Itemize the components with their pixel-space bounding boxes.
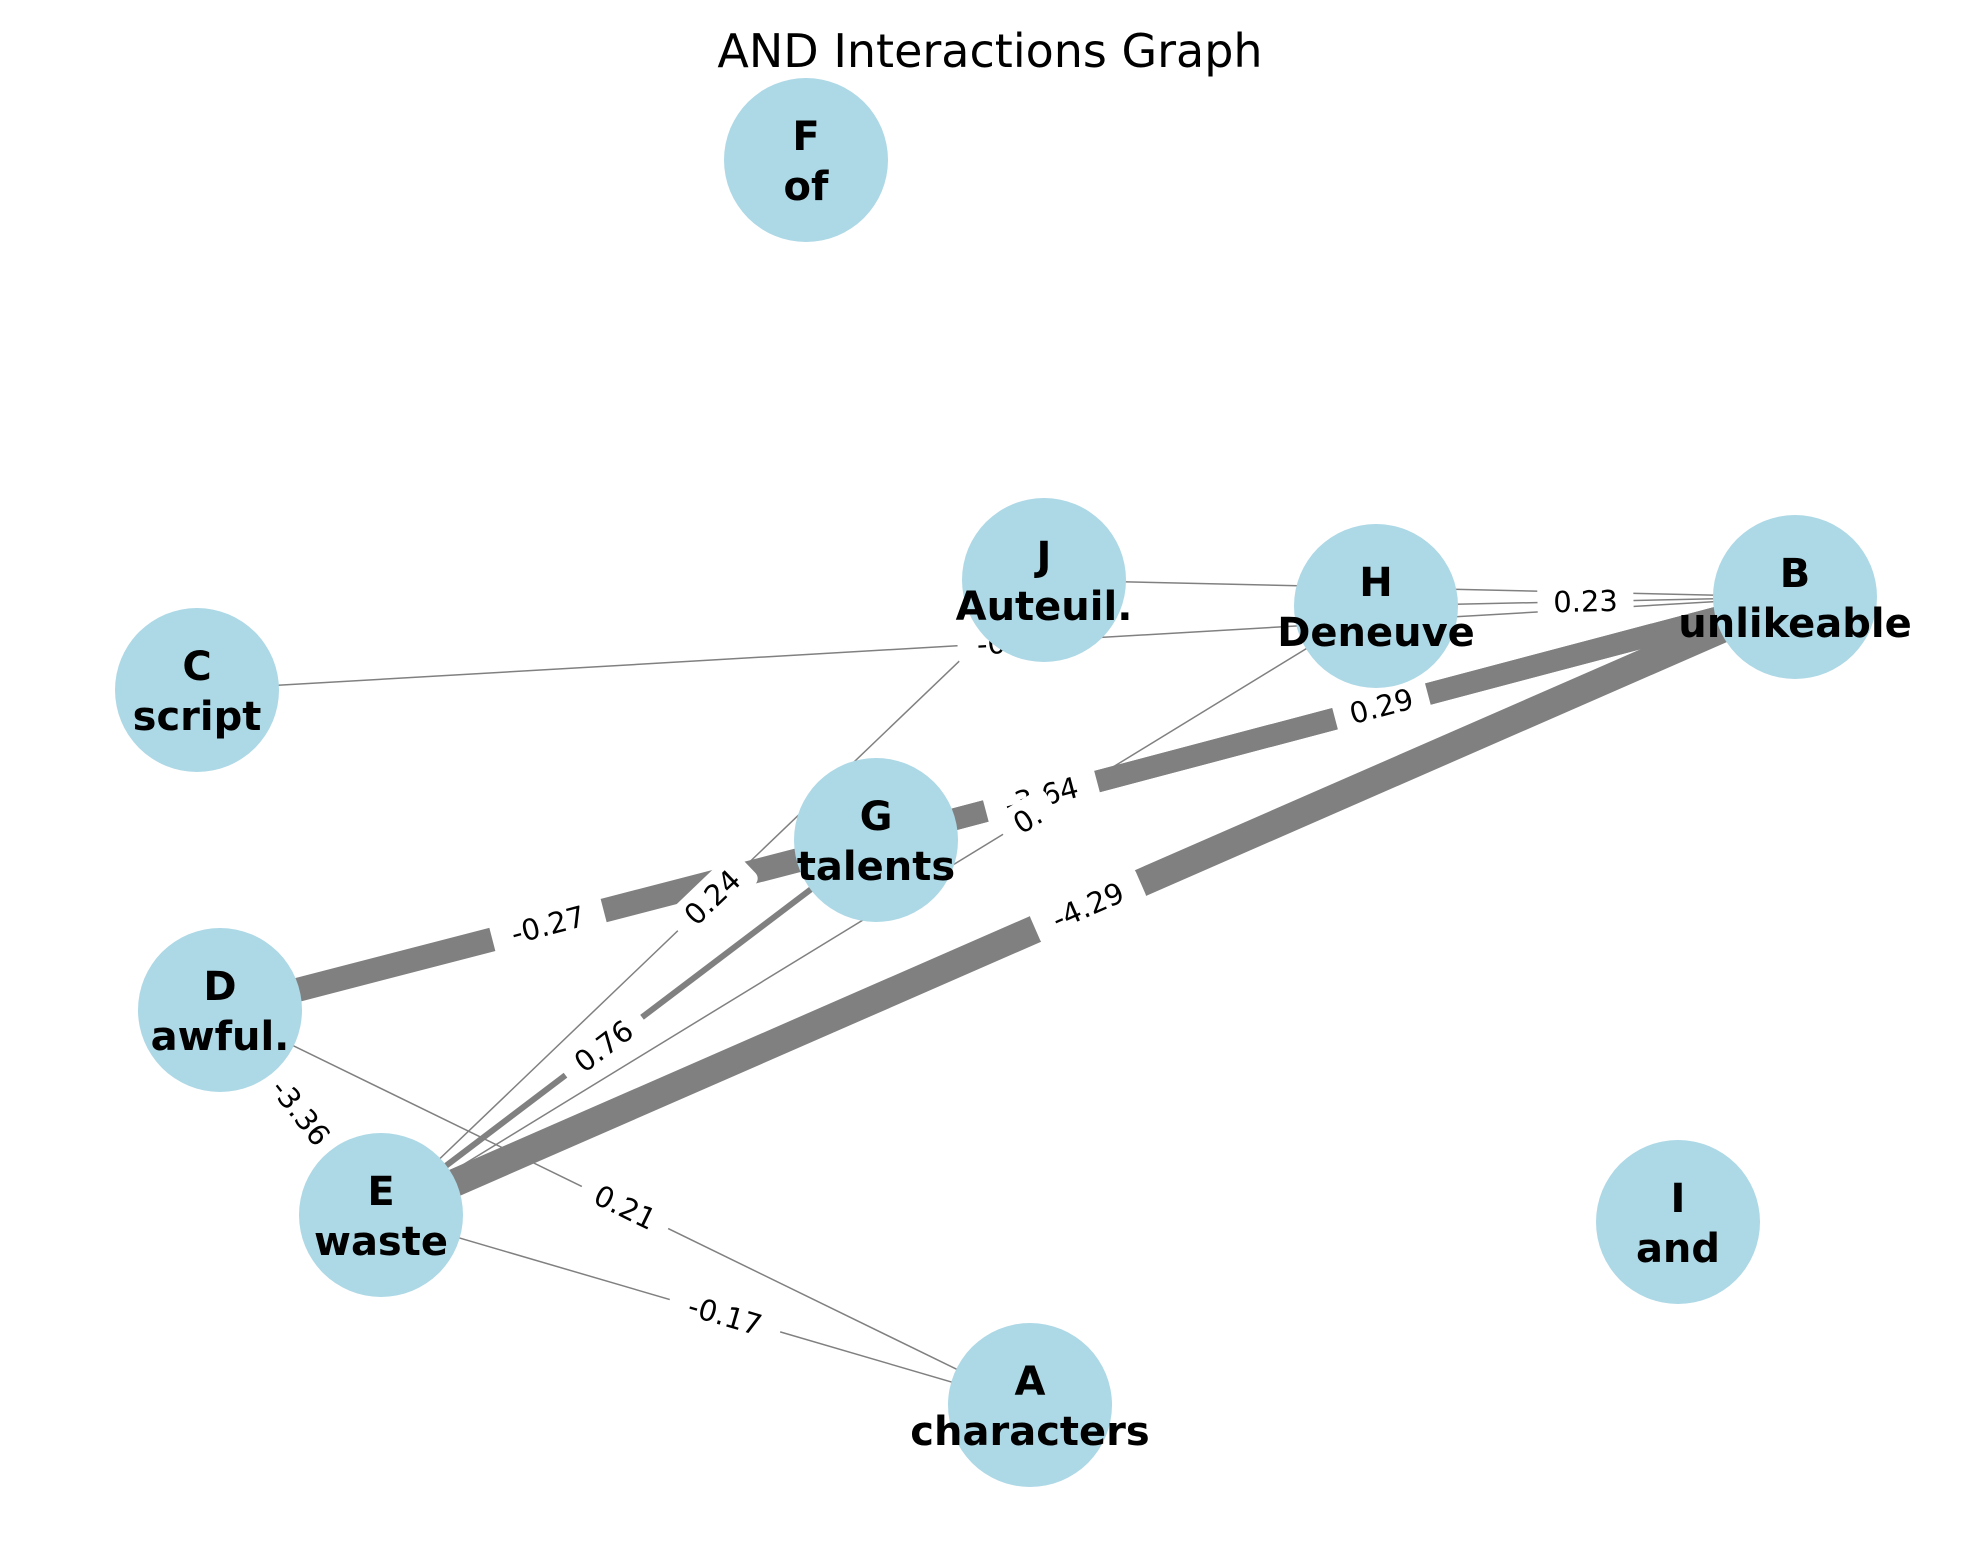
node-word-label: talents <box>797 844 955 890</box>
edge-label-background <box>489 892 607 958</box>
edge-label: 0.23 <box>1553 584 1618 619</box>
node-circle <box>1713 515 1877 679</box>
node-circle <box>1596 1140 1760 1304</box>
node-word-label: and <box>1636 1226 1720 1272</box>
edge-label-group: 0. <box>995 789 1060 849</box>
node-circle <box>138 928 302 1092</box>
edge-label-group: -0.27 <box>489 892 607 958</box>
node-id-label: I <box>1671 1176 1686 1222</box>
edge-label: 0.29 <box>1346 682 1417 731</box>
node-word-label: Auteuil. <box>956 584 1133 630</box>
node-id-label: E <box>367 1169 394 1215</box>
edge-label-group: 0.21 <box>575 1171 675 1244</box>
node-id-label: B <box>1780 551 1811 597</box>
node-word-label: Deneuve <box>1277 610 1475 656</box>
node-word-label: of <box>784 164 829 210</box>
node-word-label: script <box>133 694 262 740</box>
graph-title: AND Interactions Graph <box>717 24 1262 78</box>
edge-label-group: 0.76 <box>556 1004 651 1088</box>
node-circle <box>962 498 1126 662</box>
node-circle <box>948 1323 1112 1487</box>
edge-label-background <box>252 1058 349 1167</box>
edge-label-group: -0.17 <box>666 1282 784 1350</box>
edge-label-background <box>556 1004 651 1088</box>
node-word-label: awful. <box>151 1014 290 1060</box>
edge-label-group: -4.29 <box>1029 867 1147 945</box>
node-circle <box>1294 524 1458 688</box>
edge-label-background <box>995 789 1060 849</box>
node-circle <box>794 758 958 922</box>
node-id-label: C <box>182 644 211 690</box>
edge-label-background <box>1029 867 1147 945</box>
node-circle <box>115 608 279 772</box>
node-id-label: A <box>1015 1359 1046 1405</box>
node-circle <box>724 78 888 242</box>
node-F: Fof <box>724 78 888 242</box>
edge-label-background <box>575 1171 675 1244</box>
edge-label-background <box>1331 676 1432 737</box>
edge-label-background <box>667 853 758 942</box>
edge-label-background <box>666 1282 784 1350</box>
node-id-label: F <box>792 114 819 160</box>
edges-layer <box>196 579 1801 1406</box>
node-circle <box>299 1133 463 1297</box>
node-id-label: H <box>1359 560 1392 606</box>
edge-label-background <box>1537 580 1634 623</box>
node-id-label: D <box>203 964 236 1010</box>
node-word-label: characters <box>910 1409 1149 1455</box>
node-id-label: G <box>860 794 893 840</box>
node-word-label: unlikeable <box>1678 601 1912 647</box>
edge-label-group: 0.23 <box>1537 580 1634 623</box>
node-word-label: waste <box>314 1219 448 1265</box>
node-id-label: J <box>1034 534 1052 580</box>
